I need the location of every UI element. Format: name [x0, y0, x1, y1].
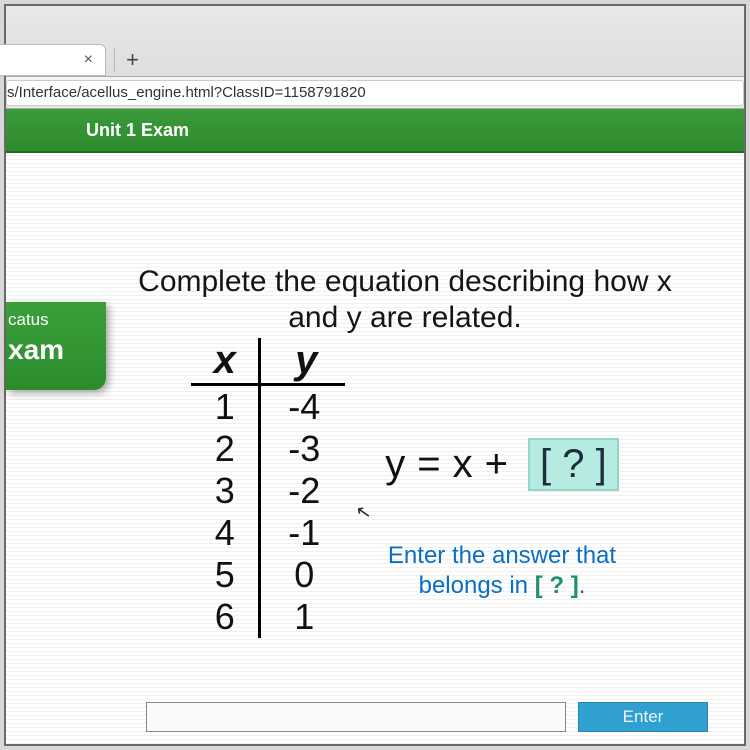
table-row: 6 1: [191, 596, 345, 638]
table-row: 2 -3: [191, 428, 345, 470]
new-tab-button[interactable]: +: [114, 48, 142, 72]
cursor-icon: ↖: [354, 501, 373, 524]
eq-lhs: y: [385, 442, 405, 487]
question-prompt: Complete the equation describing how x a…: [96, 264, 714, 336]
cell-y: -4: [261, 386, 345, 428]
cell-y: 1: [261, 596, 345, 638]
table-row: 3 -2: [191, 470, 345, 512]
y-header: y: [261, 338, 345, 383]
cell-y: 0: [261, 554, 345, 596]
x-header: x: [191, 338, 261, 383]
question-wrap: Complete the equation describing how x a…: [6, 154, 744, 658]
cell-x: 2: [191, 428, 261, 470]
browser-tab[interactable]: ×: [0, 44, 106, 76]
table-row: 1 -4: [191, 386, 345, 428]
enter-button[interactable]: Enter: [578, 702, 708, 732]
url-text: s/Interface/acellus_engine.html?ClassID=…: [7, 84, 366, 101]
table-row: 4 -1: [191, 512, 345, 554]
content-area: catus xam Complete the equation describi…: [6, 154, 744, 744]
page-header: Unit 1 Exam: [6, 109, 744, 153]
hint-line2-pre: belongs in: [419, 572, 535, 599]
url-bar[interactable]: s/Interface/acellus_engine.html?ClassID=…: [6, 80, 744, 106]
eq-eq: =: [417, 442, 440, 487]
cell-x: 1: [191, 386, 261, 428]
hint-qmark: [ ? ]: [535, 572, 579, 599]
prompt-line1: Complete the equation describing how x: [138, 265, 672, 298]
url-bar-row: s/Interface/acellus_engine.html?ClassID=…: [6, 77, 744, 109]
answer-placeholder-box[interactable]: [ ? ]: [528, 438, 619, 491]
eq-var: x: [453, 442, 473, 487]
cell-x: 4: [191, 512, 261, 554]
hint-line2-post: .: [579, 572, 586, 599]
tab-close-icon[interactable]: ×: [84, 51, 93, 69]
xy-table: x y 1 -4 2 -3 3 -: [191, 338, 345, 638]
eq-plus: +: [485, 442, 508, 487]
browser-frame: × + s/Interface/acellus_engine.html?Clas…: [4, 4, 746, 746]
table-row: 5 0: [191, 554, 345, 596]
badge-line1: catus: [6, 310, 100, 330]
prompt-line2: and y are related.: [288, 301, 521, 334]
tab-strip: × +: [6, 6, 744, 77]
equation: y = x + [ ? ]: [385, 438, 618, 491]
answer-input[interactable]: [146, 702, 566, 732]
course-badge[interactable]: catus xam: [6, 302, 106, 390]
hint-line1: Enter the answer that: [388, 542, 616, 569]
main-row: x y 1 -4 2 -3 3 -: [96, 338, 714, 638]
equation-column: y = x + [ ? ] Enter the answer that belo…: [385, 338, 618, 601]
cell-x: 6: [191, 596, 261, 638]
badge-line2: xam: [6, 334, 100, 366]
xy-header: x y: [191, 338, 345, 386]
cell-y: -1: [261, 512, 345, 554]
answer-bar: Enter: [146, 702, 708, 732]
cell-x: 3: [191, 470, 261, 512]
cell-y: -2: [261, 470, 345, 512]
hint-text: Enter the answer that belongs in [ ? ].: [385, 541, 618, 601]
page-title: Unit 1 Exam: [86, 120, 189, 141]
xy-body: 1 -4 2 -3 3 -2 4 -1: [191, 386, 345, 638]
cell-x: 5: [191, 554, 261, 596]
cell-y: -3: [261, 428, 345, 470]
